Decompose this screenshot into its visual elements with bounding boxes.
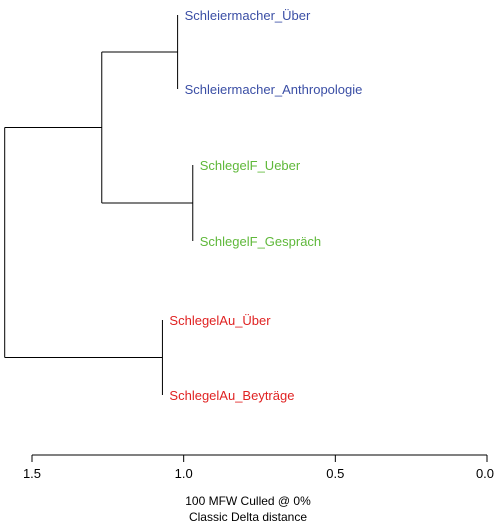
x-tick-label-3: 0.5	[326, 466, 344, 481]
leaf-label-2: Schleiermacher_Anthropologie	[185, 82, 363, 97]
leaf-labels: Schleiermacher_Über Schleiermacher_Anthro…	[169, 8, 362, 403]
x-tick-label-2: 1.0	[175, 466, 193, 481]
leaf-label-5: SchlegelAu_Über	[169, 313, 271, 328]
x-axis: 1.5 1.0 0.5 0.0	[23, 454, 494, 481]
leaf-label-3: SchlegelF_Ueber	[200, 158, 301, 173]
leaf-label-1: Schleiermacher_Über	[185, 8, 311, 23]
chart-caption: 100 MFW Culled @ 0% Classic Delta distan…	[185, 494, 311, 524]
leaf-label-4: SchlegelF_Gespräch	[200, 234, 321, 249]
caption-line-1: 100 MFW Culled @ 0%	[185, 494, 311, 508]
x-tick-label-1: 1.5	[23, 466, 41, 481]
caption-line-2: Classic Delta distance	[189, 510, 307, 524]
leaf-label-6: SchlegelAu_Beyträge	[169, 388, 294, 403]
x-tick-label-4: 0.0	[476, 466, 494, 481]
dendrogram-branches	[4, 15, 194, 395]
